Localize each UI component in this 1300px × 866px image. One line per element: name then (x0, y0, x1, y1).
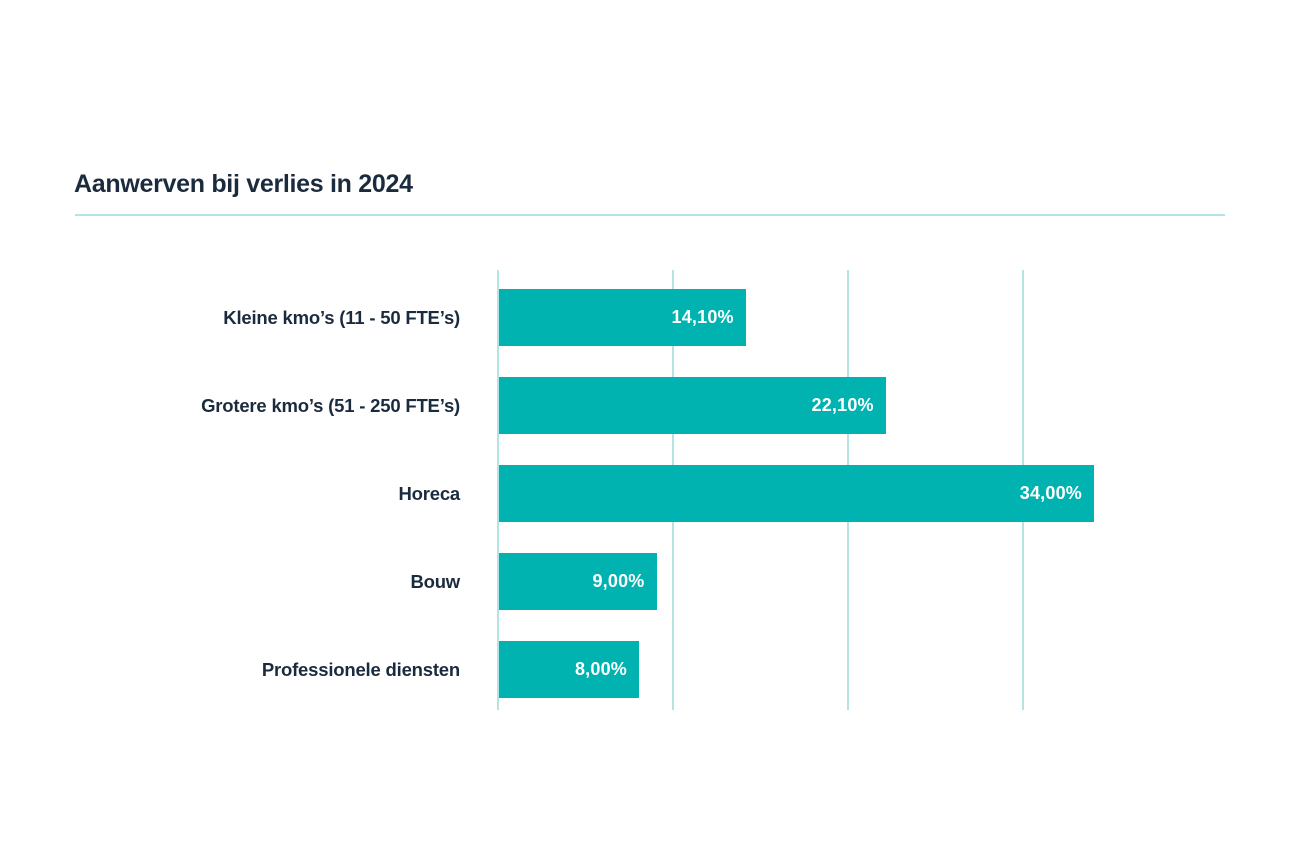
value-label: 8,00% (574, 659, 627, 679)
category-label: Kleine kmo’s (11 - 50 FTE’s) (223, 307, 460, 328)
gridline (497, 270, 499, 710)
category-label: Horeca (398, 483, 460, 504)
value-label: 14,10% (671, 307, 734, 327)
value-label: 9,00% (592, 571, 645, 591)
bar: 8,00% (499, 641, 639, 698)
bar: 14,10% (499, 289, 746, 346)
title-divider (75, 214, 1225, 216)
value-label: 22,10% (811, 395, 874, 415)
bar: 22,10% (499, 377, 886, 434)
bar: 9,00% (499, 553, 657, 610)
value-label: 34,00% (1019, 483, 1082, 503)
bar-chart: 14,10% 22,10% 34,00% 9,00% 8,00% (497, 270, 1198, 710)
category-label: Bouw (410, 571, 460, 592)
category-label: Professionele diensten (261, 659, 460, 680)
bar: 34,00% (499, 465, 1094, 522)
chart-title: Aanwerven bij verlies in 2024 (74, 170, 413, 198)
category-label: Grotere kmo’s (51 - 250 FTE’s) (201, 395, 460, 416)
